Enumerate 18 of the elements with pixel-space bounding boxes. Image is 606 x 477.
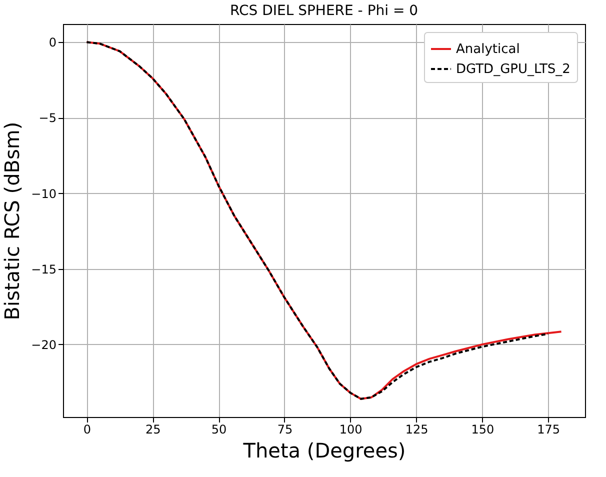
x-tick-label: 150 bbox=[471, 422, 494, 436]
y-axis-title: Bistatic RCS (dBsm) bbox=[0, 122, 24, 320]
x-tick-label: 125 bbox=[405, 422, 428, 436]
x-tick-label: 0 bbox=[83, 422, 92, 436]
y-tick-label: −15 bbox=[31, 262, 56, 276]
x-axis-title: Theta (Degrees) bbox=[242, 438, 406, 462]
y-tick-label: −10 bbox=[31, 186, 56, 201]
chart-title: RCS DIEL SPHERE - Phi = 0 bbox=[230, 3, 418, 19]
y-tick-label: 0 bbox=[48, 36, 56, 50]
x-tick-label: 175 bbox=[537, 422, 560, 436]
x-tick-label: 75 bbox=[277, 422, 293, 436]
legend-label: DGTD_GPU_LTS_2 bbox=[456, 62, 570, 77]
y-tick-label: −20 bbox=[31, 338, 56, 352]
x-tick-label: 25 bbox=[145, 422, 161, 436]
legend-label: Analytical bbox=[456, 42, 520, 57]
x-tick-label: 50 bbox=[211, 422, 227, 436]
y-tick-label: −5 bbox=[38, 111, 56, 126]
x-tick-label: 100 bbox=[339, 422, 362, 436]
